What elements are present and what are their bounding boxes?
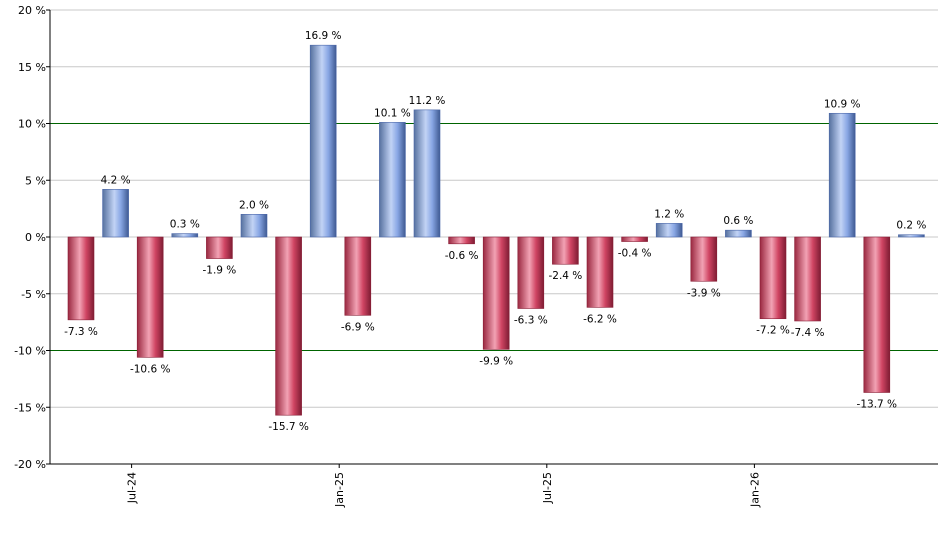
bars <box>67 44 925 416</box>
y-tick-label: 10 % <box>18 118 46 131</box>
bar-value-label: -10.6 % <box>130 363 171 375</box>
bar <box>240 214 268 238</box>
bar-value-label: -13.7 % <box>857 398 898 410</box>
bar <box>794 236 821 322</box>
bar-value-label: 10.1 % <box>374 107 411 119</box>
bar-value-label: -6.3 % <box>514 315 548 327</box>
x-tick-label: Jul-25 <box>541 472 554 504</box>
bar-value-label: -3.9 % <box>687 287 721 299</box>
bar <box>482 236 510 350</box>
bar <box>828 112 856 238</box>
bar-value-label: -7.4 % <box>791 327 825 339</box>
bar <box>552 236 579 265</box>
bar-value-label: 1.2 % <box>654 208 684 220</box>
bar-value-label: 0.3 % <box>170 219 200 231</box>
bar <box>725 229 752 238</box>
y-tick-label: 5 % <box>25 174 46 187</box>
bar-value-label: 2.0 % <box>239 199 269 211</box>
bar <box>655 223 683 238</box>
bar <box>379 122 406 238</box>
bar-value-label: -2.4 % <box>548 270 582 282</box>
bar-value-label: 16.9 % <box>305 30 342 42</box>
y-tick-label: 15 % <box>18 61 46 74</box>
bar <box>344 236 372 316</box>
bar <box>171 233 199 238</box>
bar-value-label: -6.2 % <box>583 313 617 325</box>
bar <box>309 44 337 238</box>
y-tick-label: -5 % <box>21 288 46 301</box>
bar <box>759 236 787 320</box>
y-tick-label: 20 % <box>18 4 46 17</box>
bar <box>448 236 475 245</box>
bar <box>586 236 614 308</box>
bar <box>690 236 718 282</box>
bar <box>898 234 925 238</box>
bar-value-label: 10.9 % <box>824 98 861 110</box>
y-tick-label: 0 % <box>25 231 46 244</box>
data-labels: -7.3 % 4.2 % -10.6 % 0.3 % -1.9 % 2.0 % -15.7 … <box>64 30 926 433</box>
bar-value-label: -7.2 % <box>756 325 790 337</box>
axes: 20 % 15 % 10 % 5 % 0 % -5 % -10 % -15 % -20 % Jul… <box>14 4 938 508</box>
bar <box>275 236 302 416</box>
bar-value-label: 11.2 % <box>409 95 446 107</box>
bar <box>136 236 164 358</box>
bar <box>517 236 545 309</box>
bar <box>413 109 441 238</box>
bar <box>67 236 95 321</box>
bar <box>621 236 648 242</box>
bar-value-label: -9.9 % <box>479 355 513 367</box>
bar-value-label: -1.9 % <box>202 265 236 277</box>
y-tick-label: -20 % <box>14 458 46 471</box>
bar-value-label: -6.9 % <box>341 321 375 333</box>
bar-value-label: -15.7 % <box>268 421 309 433</box>
bar-value-label: 0.6 % <box>723 215 753 227</box>
x-tick-label: Jul-24 <box>126 472 139 504</box>
x-tick-label: Jan-26 <box>748 472 761 508</box>
bar <box>863 236 891 393</box>
bar-value-label: -0.4 % <box>618 248 652 260</box>
y-tick-label: -10 % <box>14 345 46 358</box>
y-tick-label: -15 % <box>14 401 46 414</box>
bar <box>206 236 233 259</box>
bar-value-label: 0.2 % <box>896 220 926 232</box>
bar-value-label: 4.2 % <box>101 174 131 186</box>
bar-value-label: -0.6 % <box>445 250 479 262</box>
bar-value-label: -7.3 % <box>64 326 98 338</box>
bar <box>102 189 129 238</box>
x-tick-label: Jan-25 <box>333 472 346 508</box>
